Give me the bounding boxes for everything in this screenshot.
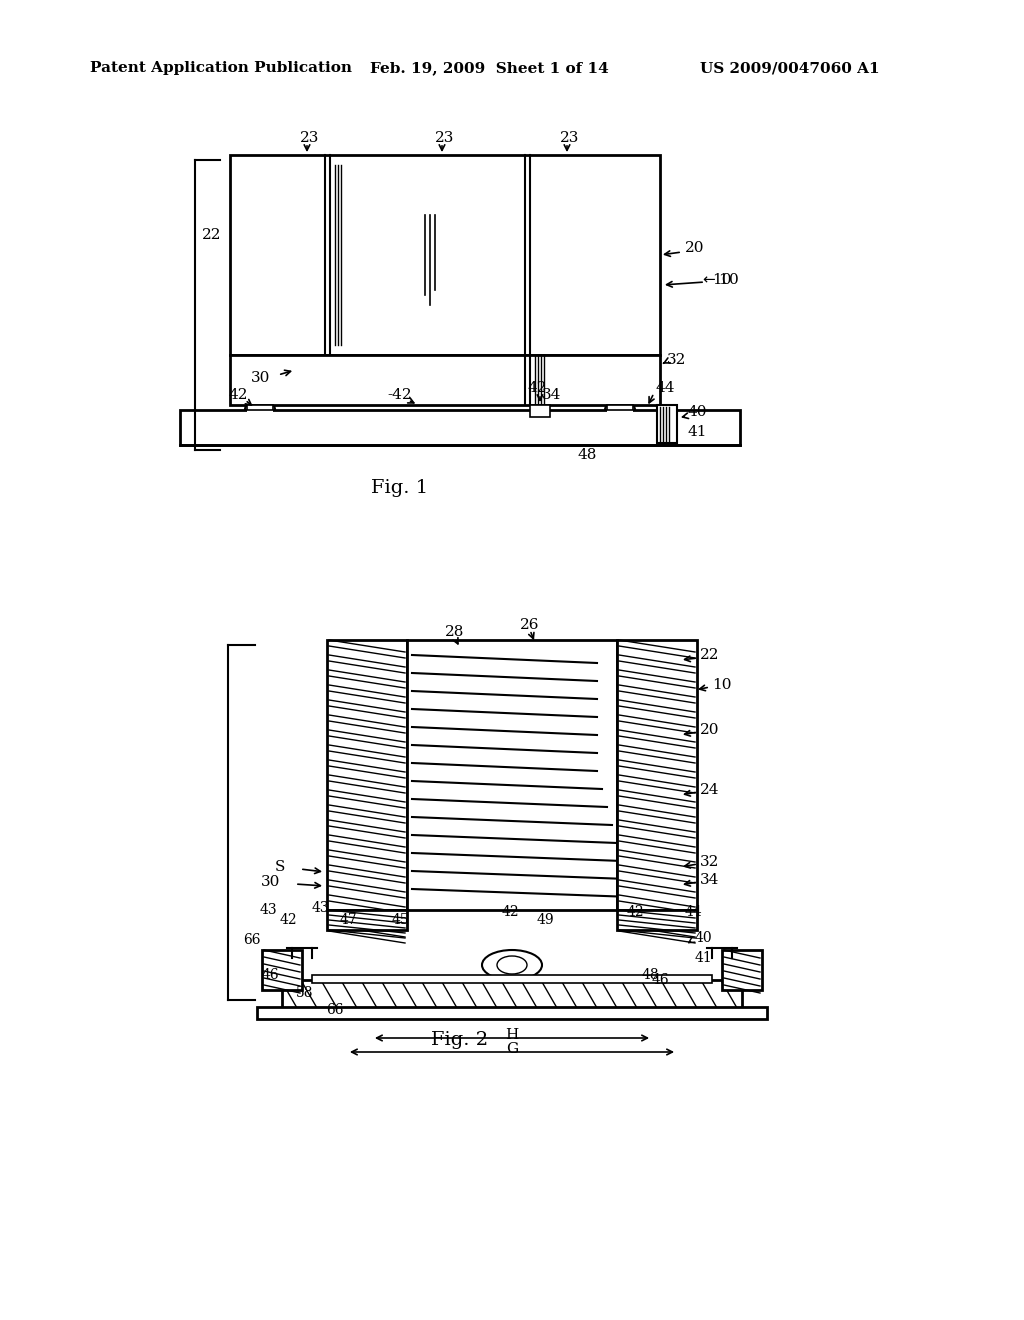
Text: 46: 46 <box>651 973 669 987</box>
Bar <box>230 355 660 405</box>
Text: Fig. 2: Fig. 2 <box>431 1031 488 1049</box>
Text: 22: 22 <box>700 648 720 663</box>
Text: 24: 24 <box>700 783 720 797</box>
Text: 41: 41 <box>695 950 713 965</box>
Text: 46: 46 <box>261 968 279 982</box>
Bar <box>262 950 302 990</box>
Text: 20: 20 <box>685 242 705 255</box>
Text: 41: 41 <box>688 425 708 440</box>
Bar <box>247 405 273 411</box>
Text: 23: 23 <box>435 131 455 145</box>
Bar <box>230 154 660 355</box>
Bar <box>282 979 742 1010</box>
Text: 28: 28 <box>445 624 464 639</box>
Text: 66: 66 <box>244 933 261 946</box>
Text: 30: 30 <box>251 371 270 385</box>
Text: 34: 34 <box>543 388 562 403</box>
Text: H: H <box>506 1028 518 1041</box>
Bar <box>607 405 633 414</box>
Text: 42: 42 <box>527 381 547 395</box>
Text: 10: 10 <box>712 678 731 692</box>
Text: 48: 48 <box>641 968 658 982</box>
Text: 49: 49 <box>537 913 554 927</box>
Text: 42: 42 <box>228 388 248 403</box>
Text: US 2009/0047060 A1: US 2009/0047060 A1 <box>700 61 880 75</box>
Bar <box>257 1007 767 1019</box>
Text: 30: 30 <box>261 875 280 888</box>
Bar <box>617 640 697 909</box>
Text: G: G <box>506 1041 518 1056</box>
Text: S: S <box>274 861 285 874</box>
Text: 43: 43 <box>311 902 329 915</box>
Bar <box>722 950 762 990</box>
Text: 58: 58 <box>296 986 313 1001</box>
Text: 45: 45 <box>391 913 409 927</box>
Text: 44: 44 <box>655 381 675 395</box>
Bar <box>312 975 712 983</box>
Text: 23: 23 <box>300 131 319 145</box>
Text: 66: 66 <box>327 1003 344 1016</box>
Text: 44: 44 <box>685 906 702 919</box>
Bar <box>247 405 273 414</box>
Text: 48: 48 <box>578 447 597 462</box>
Text: 32: 32 <box>700 855 720 869</box>
Text: Feb. 19, 2009  Sheet 1 of 14: Feb. 19, 2009 Sheet 1 of 14 <box>370 61 608 75</box>
Text: 22: 22 <box>203 228 222 242</box>
Text: 10: 10 <box>712 273 731 286</box>
Text: 40: 40 <box>695 931 713 945</box>
Bar <box>657 405 677 444</box>
Text: 34: 34 <box>700 873 720 887</box>
Bar <box>617 909 697 931</box>
Text: 42: 42 <box>627 906 644 919</box>
Text: 43: 43 <box>259 903 276 917</box>
Text: 47: 47 <box>339 913 357 927</box>
Text: 42: 42 <box>501 906 519 919</box>
Text: -42: -42 <box>388 388 413 403</box>
Text: 32: 32 <box>667 352 686 367</box>
Text: 20: 20 <box>700 723 720 737</box>
Text: 26: 26 <box>520 618 540 632</box>
Text: 42: 42 <box>280 913 297 927</box>
Bar <box>407 640 617 909</box>
Text: Patent Application Publication: Patent Application Publication <box>90 61 352 75</box>
Bar <box>607 405 633 411</box>
Text: 23: 23 <box>560 131 580 145</box>
Text: $\leftarrow$10: $\leftarrow$10 <box>700 272 739 288</box>
Text: Fig. 1: Fig. 1 <box>372 479 429 498</box>
Bar <box>327 909 407 931</box>
Text: 40: 40 <box>688 405 708 418</box>
Bar <box>530 405 550 417</box>
Bar <box>180 411 740 445</box>
Bar <box>327 640 407 909</box>
